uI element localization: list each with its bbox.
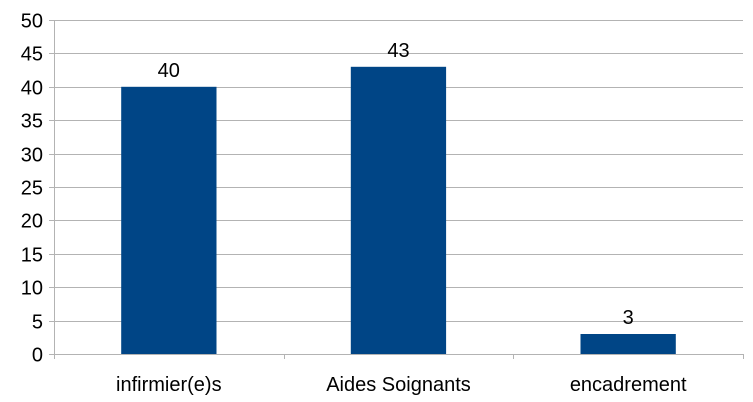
y-tick-label: 45 xyxy=(21,44,43,66)
y-tick-label: 25 xyxy=(21,178,43,200)
y-tick-label: 35 xyxy=(21,111,43,133)
bar-infirmier(e)s xyxy=(121,86,217,355)
data-label: 40 xyxy=(158,60,180,82)
bar-Aides Soignants xyxy=(350,66,447,355)
x-category-label: encadrement xyxy=(570,374,687,396)
y-tick-label: 40 xyxy=(21,78,43,100)
y-tick-label: 15 xyxy=(21,245,43,267)
x-axis-category-labels: infirmier(e)s Aides Soignants encadrement xyxy=(116,374,687,396)
y-tick-label: 10 xyxy=(21,278,43,300)
y-tick-label: 5 xyxy=(32,312,43,334)
y-tick-label: 30 xyxy=(21,145,43,167)
bar-encadrement xyxy=(580,334,676,354)
y-tick-label: 50 xyxy=(21,11,43,33)
x-category-label: Aides Soignants xyxy=(326,374,471,396)
bars xyxy=(121,66,676,355)
data-label: 3 xyxy=(623,307,634,329)
y-tick-label: 20 xyxy=(21,211,43,233)
x-category-label: infirmier(e)s xyxy=(116,374,222,396)
y-tick-label: 0 xyxy=(32,345,43,367)
data-labels: 40 43 3 xyxy=(158,40,634,329)
y-axis-tick-labels: 0 5 10 15 20 25 30 35 40 45 50 xyxy=(21,11,43,367)
data-label: 43 xyxy=(387,40,409,62)
